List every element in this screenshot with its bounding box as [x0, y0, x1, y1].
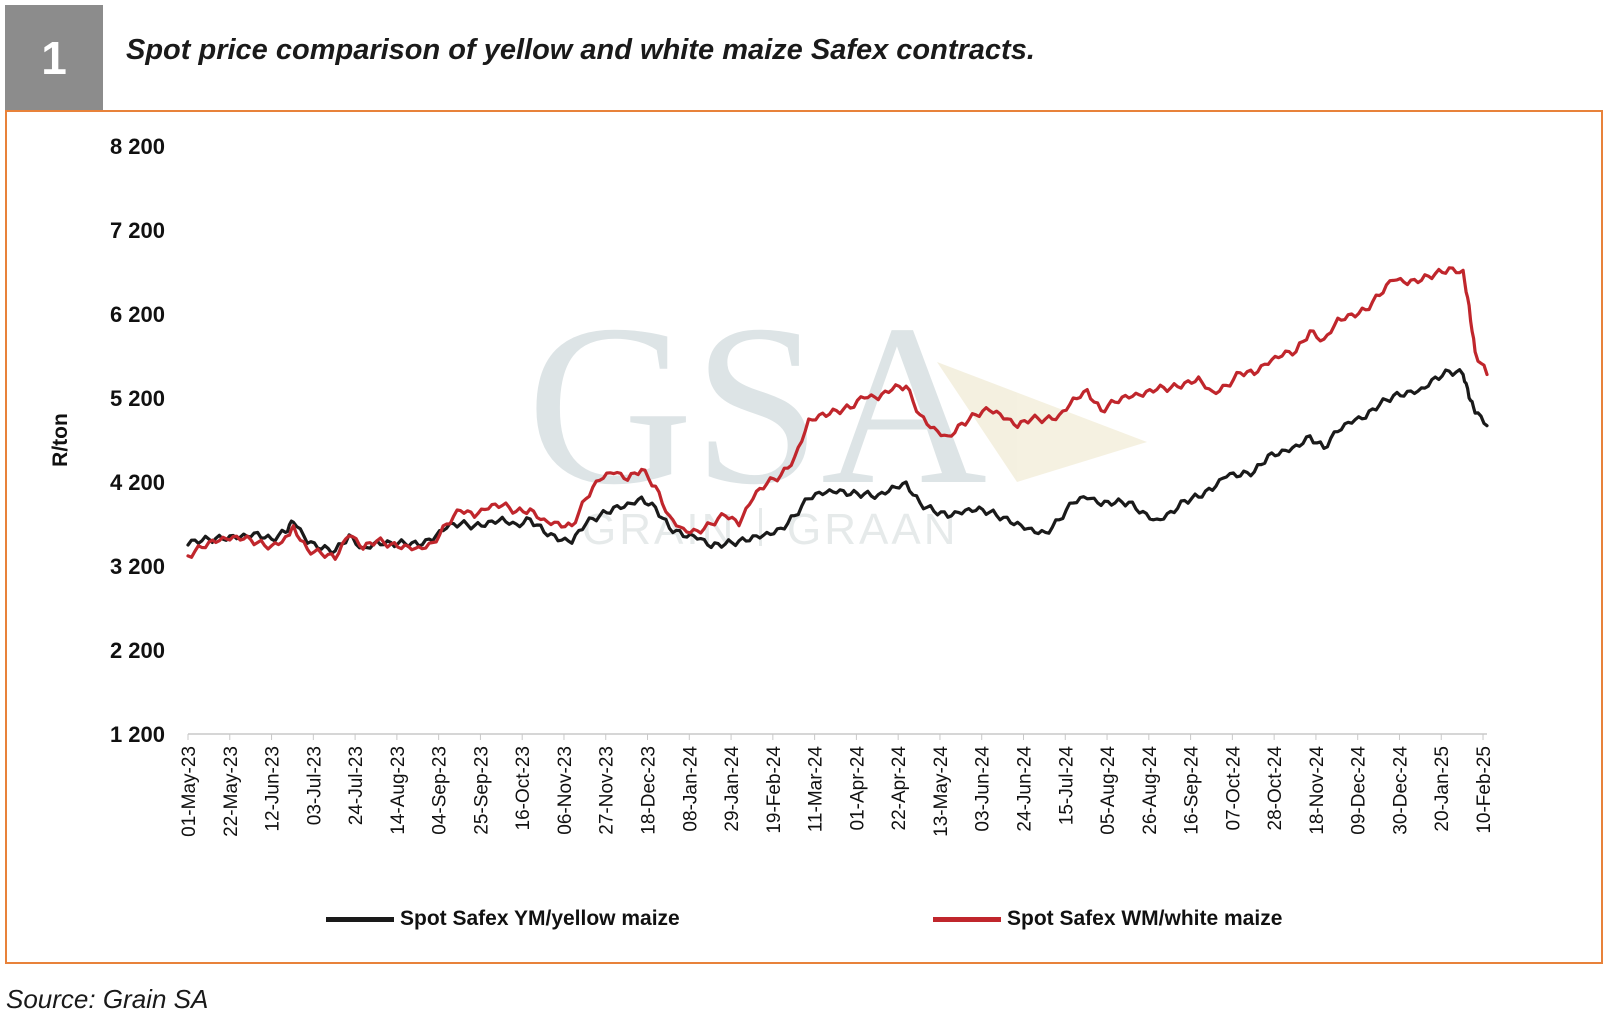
x-tick-label: 25-Sep-23: [471, 746, 492, 835]
x-tick-label: 10-Feb-25: [1474, 746, 1495, 834]
figure-title: Spot price comparison of yellow and whit…: [126, 34, 1035, 66]
x-tick-label: 14-Aug-23: [388, 746, 409, 835]
legend-item-white-maize: Spot Safex WM/white maize: [933, 907, 1282, 931]
x-tick-label: 18-Dec-23: [639, 746, 660, 835]
y-tick-label: 1 200: [110, 722, 165, 747]
x-tick-label: 09-Dec-24: [1349, 746, 1370, 835]
watermark-text-right: GRAAN: [787, 505, 958, 554]
x-tick-label: 24-Jul-23: [346, 746, 367, 825]
x-tick-label: 16-Sep-24: [1182, 746, 1203, 835]
legend-label-yellow-maize: Spot Safex YM/yellow maize: [400, 907, 680, 930]
chart-frame: [5, 110, 1603, 964]
x-tick-label: 16-Oct-23: [513, 746, 534, 830]
x-tick-label: 27-Nov-23: [597, 746, 618, 835]
x-tick-label: 22-May-23: [221, 746, 242, 837]
x-tick-label: 01-May-23: [179, 746, 200, 837]
x-tick-label: 06-Nov-23: [555, 746, 576, 835]
x-tick-label: 19-Feb-24: [764, 746, 785, 834]
x-tick-label: 12-Jun-23: [263, 746, 284, 832]
legend-swatch-yellow-maize: [326, 916, 394, 922]
y-axis: 1 200 2 200 3 200 4 200 5 200 6 200 7 200 8 200: [110, 134, 165, 747]
series-line-white-maize: [186, 266, 1489, 561]
x-tick-label: 03-Jul-23: [304, 746, 325, 825]
x-axis: 01-May-23 22-May-23 12-Jun-23 03-Jul-23 24-J…: [179, 734, 1495, 837]
series-line-yellow-maize: [186, 368, 1489, 555]
y-tick-label: 3 200: [110, 554, 165, 579]
watermark: GSA GRAIN GRAAN: [527, 277, 1147, 554]
legend-label-white-maize: Spot Safex WM/white maize: [1007, 907, 1283, 930]
legend-swatch-white-maize: [933, 916, 1001, 922]
x-tick-label: 07-Oct-24: [1223, 746, 1244, 831]
x-tick-label: 08-Jan-24: [680, 746, 701, 832]
x-tick-label: 28-Oct-24: [1265, 746, 1286, 831]
x-tick-label: 01-Apr-24: [847, 746, 868, 831]
watermark-divider: [759, 508, 762, 546]
legend-item-yellow-maize: Spot Safex YM/yellow maize: [326, 907, 680, 931]
x-tick-label: 05-Aug-24: [1098, 746, 1119, 835]
y-tick-label: 4 200: [110, 470, 165, 495]
x-tick-label: 26-Aug-24: [1140, 746, 1161, 835]
x-tick-label: 03-Jun-24: [973, 746, 994, 832]
x-tick-label: 13-May-24: [931, 746, 952, 837]
y-tick-label: 6 200: [110, 302, 165, 327]
y-tick-label: 5 200: [110, 386, 165, 411]
source-note: Source: Grain SA: [6, 984, 209, 1014]
series-layer: [186, 266, 1489, 561]
x-tick-label: 04-Sep-23: [430, 746, 451, 835]
x-tick-label: 11-Mar-24: [806, 746, 827, 833]
y-tick-label: 2 200: [110, 638, 165, 663]
x-tick-label: 18-Nov-24: [1307, 746, 1328, 835]
x-tick-label: 15-Jul-24: [1056, 746, 1077, 826]
y-tick-label: 7 200: [110, 218, 165, 243]
x-tick-label: 30-Dec-24: [1390, 746, 1411, 835]
x-tick-label: 29-Jan-24: [722, 746, 743, 832]
x-tick-label: 22-Apr-24: [889, 746, 910, 831]
x-tick-label: 24-Jun-24: [1014, 746, 1035, 832]
y-axis-label: R/ton: [49, 413, 72, 467]
line-chart: GSA GRAIN GRAAN 1 200 2 200 3 200 4 200 5 20…: [49, 134, 1495, 837]
x-tick-label: 20-Jan-25: [1432, 746, 1453, 832]
y-tick-label: 8 200: [110, 134, 165, 159]
figure-number: 1: [5, 5, 103, 111]
